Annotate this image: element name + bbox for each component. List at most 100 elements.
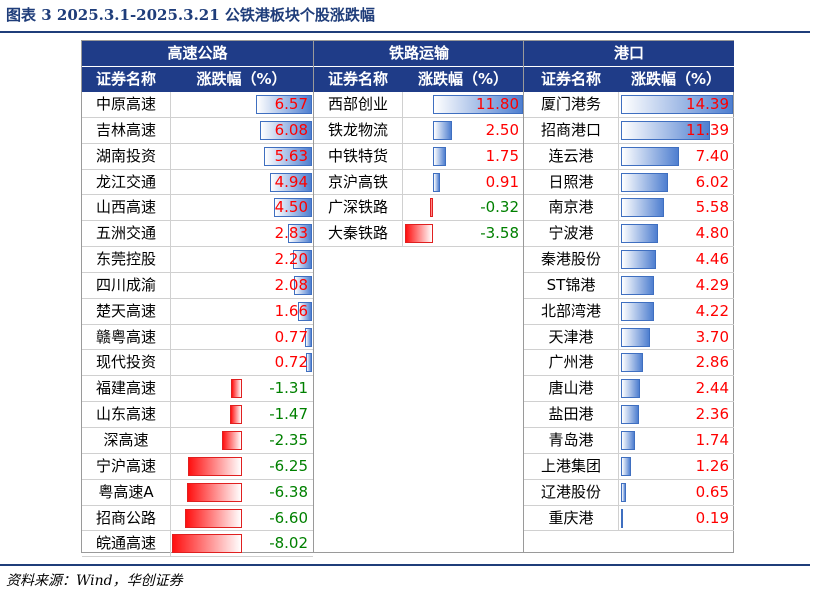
- change-bar: [294, 275, 312, 295]
- security-name: 重庆港: [548, 508, 594, 527]
- change-value: 0.19: [695, 508, 729, 527]
- change-bar: [287, 224, 312, 244]
- change-value: 5.63: [274, 146, 308, 165]
- change-bar: [297, 301, 312, 321]
- change-bar: [305, 353, 312, 373]
- change-value: 0.91: [485, 172, 519, 191]
- change-bar: [621, 224, 659, 244]
- security-name: 北部湾港: [540, 301, 601, 320]
- table-row: 天津港 3.70: [524, 324, 734, 351]
- column-header: 证券名称 涨跌幅（%）: [524, 67, 734, 92]
- table-row: 盐田港 2.36: [524, 402, 734, 428]
- change-cell: -6.60: [170, 505, 313, 531]
- change-bar: [621, 482, 627, 502]
- footer-rule: [0, 564, 810, 566]
- change-cell: 0.77: [170, 324, 313, 350]
- change-value: 3.70: [695, 327, 729, 346]
- change-value: -6.38: [269, 482, 308, 501]
- table-row: 唐山港 2.44: [524, 376, 734, 403]
- table-row: 皖通高速 -8.02: [82, 531, 313, 558]
- change-cell: 0.72: [170, 350, 313, 376]
- change-bar: [293, 250, 312, 270]
- change-bar: [621, 405, 640, 425]
- change-value: -3.58: [480, 224, 519, 243]
- change-value: 0.77: [274, 327, 308, 346]
- change-cell: -1.47: [170, 402, 313, 427]
- change-bar: [186, 482, 243, 502]
- security-name: 京沪高铁: [327, 172, 388, 191]
- change-value: 4.80: [695, 224, 729, 243]
- table-row: 招商公路 -6.60: [82, 505, 313, 532]
- section-title: 高速公路: [82, 41, 313, 67]
- column-header-name: 证券名称: [540, 70, 601, 88]
- table-row: 四川成渝 2.08: [82, 272, 313, 299]
- table-row: 铁龙物流 2.50: [314, 117, 524, 144]
- change-value: 2.20: [274, 250, 308, 269]
- change-value: 2.83: [274, 224, 308, 243]
- security-name: 龙江交通: [95, 172, 156, 191]
- change-value: -1.47: [269, 405, 308, 424]
- security-name: 五洲交通: [95, 224, 156, 243]
- security-name: 东莞控股: [95, 250, 156, 269]
- change-cell: -6.38: [170, 479, 313, 505]
- change-value: 0.65: [695, 482, 729, 501]
- security-name: 广州港: [548, 353, 594, 372]
- security-name: 中铁特货: [327, 146, 388, 165]
- security-name: 宁波港: [548, 224, 594, 243]
- change-cell: 6.02: [618, 169, 734, 195]
- change-cell: 2.20: [170, 247, 313, 272]
- table-row: 楚天高速 1.66: [82, 298, 313, 325]
- change-cell: 5.63: [170, 143, 313, 169]
- change-value: 4.94: [274, 172, 308, 191]
- change-bar: [184, 508, 243, 528]
- table-row: 湖南投资 5.63: [82, 143, 313, 170]
- change-value: 6.02: [695, 172, 729, 191]
- security-name: 山西高速: [95, 198, 156, 217]
- row-list: 中原高速 6.57 吉林高速 6.08 湖南投资 5.63 龙江交通 4.94 山西高速 4.50…: [82, 92, 313, 558]
- column-header-change: 涨跌幅（%）: [417, 70, 509, 88]
- security-name: 厦门港务: [540, 95, 601, 113]
- security-name: 粤高速A: [98, 482, 154, 501]
- change-cell: 1.74: [618, 427, 734, 453]
- change-value: 2.08: [274, 275, 308, 294]
- change-bar: [405, 224, 433, 244]
- column-header: 证券名称 涨跌幅（%）: [82, 67, 313, 92]
- table-row: 大秦铁路 -3.58: [314, 221, 524, 248]
- table-row: 中铁特货 1.75: [314, 143, 524, 170]
- security-name: 赣粤高速: [95, 327, 156, 346]
- change-value: 7.40: [695, 146, 729, 165]
- change-bar: [270, 172, 312, 192]
- change-bar: [273, 198, 312, 218]
- change-bar: [256, 95, 312, 114]
- security-name: 深高速: [103, 430, 149, 449]
- column-header: 证券名称 涨跌幅（%）: [314, 67, 524, 92]
- table-row: 中原高速 6.57: [82, 92, 313, 118]
- security-name: 大秦铁路: [327, 224, 388, 243]
- security-name: 唐山港: [548, 379, 594, 398]
- table-row: 深高速 -2.35: [82, 427, 313, 454]
- change-cell: 1.66: [170, 298, 313, 324]
- table-row: 山东高速 -1.47: [82, 402, 313, 428]
- row-list: 西部创业 11.80 铁龙物流 2.50 中铁特货 1.75 京沪高铁 0.91 广深铁路 -0.…: [314, 92, 524, 248]
- section-1: 高速公路 证券名称 涨跌幅（%） 中原高速 6.57 吉林高速 6.08 湖南投资 5.63 龙江…: [82, 41, 313, 558]
- change-value: -6.60: [269, 508, 308, 527]
- change-cell: 2.83: [170, 221, 313, 247]
- table-row: 赣粤高速 0.77: [82, 324, 313, 351]
- change-value: 1.75: [485, 146, 519, 165]
- change-bar: [187, 456, 243, 476]
- change-cell: 3.70: [618, 324, 734, 350]
- change-value: 2.44: [695, 379, 729, 398]
- change-bar: [433, 146, 447, 166]
- change-cell: 2.08: [170, 272, 313, 298]
- security-name: 天津港: [548, 327, 594, 346]
- table-row: 广州港 2.86: [524, 350, 734, 377]
- change-value: 11.80: [476, 95, 519, 113]
- change-value: 1.26: [695, 456, 729, 475]
- change-value: -6.25: [269, 456, 308, 475]
- security-name: 福建高速: [95, 379, 156, 398]
- change-value: 2.50: [485, 120, 519, 139]
- security-name: 盐田港: [548, 405, 594, 424]
- change-bar: [621, 430, 635, 450]
- change-bar: [621, 508, 623, 528]
- change-cell: 4.94: [170, 169, 313, 195]
